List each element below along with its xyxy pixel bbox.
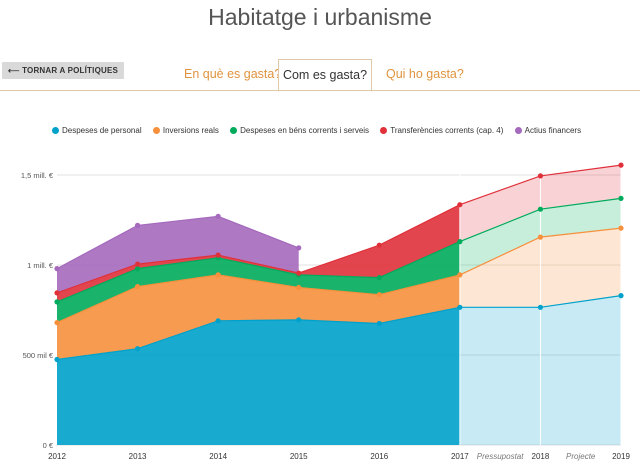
period-annotation: Projecte — [566, 452, 596, 461]
x-tick-label: 2015 — [290, 452, 308, 461]
point-inversions — [54, 320, 60, 326]
point-bens — [134, 266, 141, 272]
area-inversions — [57, 274, 460, 360]
point-transferencies — [134, 261, 141, 267]
point-inversions — [457, 272, 463, 278]
point-inversions — [134, 284, 141, 290]
legend-label: Despeses de personal — [62, 126, 142, 135]
point-inversions — [537, 234, 544, 240]
page-title: Habitatge i urbanisme — [208, 4, 432, 30]
point-transferencies — [296, 270, 302, 276]
point-financers — [54, 266, 60, 272]
point-personal — [618, 293, 624, 299]
point-financers — [215, 213, 221, 219]
x-tick-label: 2013 — [129, 452, 147, 461]
line-bens — [56, 197, 622, 303]
x-tick-label: 2018 — [532, 452, 550, 461]
legend-dot — [152, 127, 160, 134]
point-inversions — [376, 292, 382, 298]
area-transferencies — [57, 204, 460, 302]
legend-dot — [52, 127, 59, 134]
line-financers — [56, 215, 299, 270]
point-transferencies — [457, 202, 463, 208]
tabs-bar: En què es gasta? Com es gasta? Qui ho ga… — [0, 59, 640, 92]
point-financers — [134, 222, 141, 228]
legend-item-transferencies[interactable]: Transferències corrents (cap. 4) — [380, 126, 503, 135]
point-financers — [296, 245, 302, 251]
point-bens — [54, 299, 60, 305]
legend-dot — [514, 127, 522, 134]
point-personal — [376, 320, 382, 327]
y-tick-label: 1,5 mill. € — [21, 171, 54, 180]
point-bens — [376, 275, 382, 281]
x-tick-label: 2017 — [451, 452, 469, 461]
legend-item-bens[interactable]: Despeses en béns corrents i serveis — [230, 126, 369, 135]
line-transferencies — [56, 164, 622, 294]
y-tick-label: 500 mil € — [23, 351, 54, 360]
legend-item-personal[interactable]: Despeses de personal — [52, 126, 142, 135]
point-transferencies — [376, 242, 382, 248]
x-tick-label: 2014 — [209, 452, 227, 461]
legend-label: Actius financers — [524, 126, 582, 135]
x-tick-label: 2019 — [612, 452, 630, 461]
tabs-divider — [0, 90, 640, 91]
point-inversions — [296, 284, 302, 291]
legend-dot — [230, 127, 238, 134]
point-personal — [134, 346, 141, 352]
area-financers — [57, 216, 299, 293]
point-bens — [457, 239, 463, 245]
legend-item-inversions[interactable]: Inversions reals — [152, 126, 219, 135]
line-inversions — [56, 227, 622, 324]
legend-label: Transferències corrents (cap. 4) — [390, 126, 504, 135]
legend-label: Despeses en béns corrents i serveis — [240, 126, 370, 135]
back-to-policies-button[interactable]: ⟵ TORNAR A POLÍTIQUES — [2, 62, 125, 79]
y-tick-label: 0 € — [43, 441, 54, 450]
point-personal — [296, 317, 302, 323]
tab-en-que-es-gasta[interactable]: En què es gasta? — [184, 67, 282, 81]
point-personal — [215, 318, 221, 324]
point-personal — [54, 356, 60, 363]
x-tick-label: 2012 — [48, 452, 66, 461]
point-transferencies — [537, 173, 544, 179]
tab-com-es-gasta[interactable]: Com es gasta? — [278, 59, 372, 92]
tab-qui-ho-gasta[interactable]: Qui ho gasta? — [386, 67, 464, 81]
chart-legend: Despeses de personal Inversions reals De… — [52, 126, 590, 135]
legend-item-financers[interactable]: Actius financers — [514, 126, 582, 135]
legend-dot — [380, 127, 388, 134]
point-personal — [457, 304, 463, 310]
y-tick-label: 1 mill. € — [27, 261, 54, 270]
area-personal — [57, 307, 460, 445]
legend-label: Inversions reals — [162, 126, 219, 135]
point-inversions — [215, 272, 221, 278]
line-personal — [56, 295, 622, 361]
point-bens — [618, 195, 624, 201]
point-personal — [537, 304, 544, 310]
x-tick-label: 2016 — [370, 452, 388, 461]
point-transferencies — [215, 252, 221, 258]
point-inversions — [618, 225, 624, 231]
period-annotation: Pressupostat — [477, 452, 524, 461]
point-bens — [537, 206, 544, 212]
point-transferencies — [618, 162, 624, 168]
area-bens — [57, 241, 460, 323]
point-transferencies — [54, 290, 60, 296]
